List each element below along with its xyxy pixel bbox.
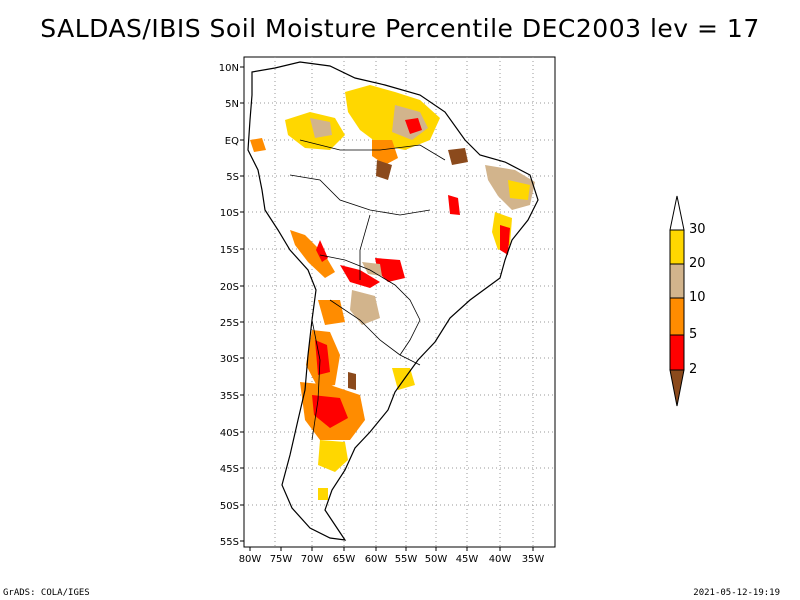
lat-label: 45S	[220, 464, 239, 475]
lon-label: 60W	[365, 554, 388, 565]
lat-label: 5N	[225, 99, 239, 110]
gridlines	[244, 57, 555, 547]
map-title: SALDAS/IBIS Soil Moisture Percentile DEC…	[40, 14, 760, 43]
lon-label: 35W	[522, 554, 545, 565]
percentile-shading	[250, 85, 535, 500]
lat-label: 10S	[220, 208, 239, 219]
colorbar-below-2	[669, 369, 685, 407]
colorbar-label-30: 30	[689, 222, 706, 237]
lat-label: 25S	[220, 318, 239, 329]
lat-label: 50S	[220, 501, 239, 512]
lat-label: 40S	[220, 428, 239, 439]
lon-label: 75W	[270, 554, 293, 565]
colorbar-2-5	[669, 334, 685, 371]
colorbar-above-30	[669, 195, 685, 231]
lat-label: 15S	[220, 245, 239, 256]
lon-label: 55W	[395, 554, 418, 565]
lat-label: 5S	[226, 172, 239, 183]
colorbar-label-2: 2	[689, 362, 698, 377]
footer-timestamp: 2021-05-12-19:19	[693, 588, 780, 598]
colorbar-label-20: 20	[689, 256, 706, 271]
lat-label: 55S	[220, 537, 239, 548]
lat-label: 20S	[220, 282, 239, 293]
coastline	[247, 61, 539, 541]
lon-label: 70W	[301, 554, 324, 565]
borders	[289, 139, 446, 441]
lat-labels: 10N 5N EQ 5S 10S 15S 20S 25S 30S 35S 40S…	[219, 63, 239, 548]
colorbar-10-20	[669, 263, 685, 299]
tick-marks	[240, 66, 534, 551]
lon-labels: 80W 75W 70W 65W 60W 55W 50W 45W 40W 35W	[239, 554, 545, 565]
lon-label: 80W	[239, 554, 262, 565]
lat-label: 35S	[220, 391, 239, 402]
lon-label: 65W	[333, 554, 356, 565]
lon-label: 45W	[456, 554, 479, 565]
colorbar-5-10	[669, 297, 685, 336]
lat-label: EQ	[225, 136, 239, 147]
colorbar-label-10: 10	[689, 290, 706, 305]
colorbar	[669, 195, 685, 407]
lat-label: 10N	[219, 63, 239, 74]
footer-credit: GrADS: COLA/IGES	[3, 588, 90, 598]
lon-label: 40W	[489, 554, 512, 565]
colorbar-20-30	[669, 229, 685, 265]
lat-label: 30S	[220, 354, 239, 365]
lon-label: 50W	[425, 554, 448, 565]
colorbar-label-5: 5	[689, 327, 698, 342]
